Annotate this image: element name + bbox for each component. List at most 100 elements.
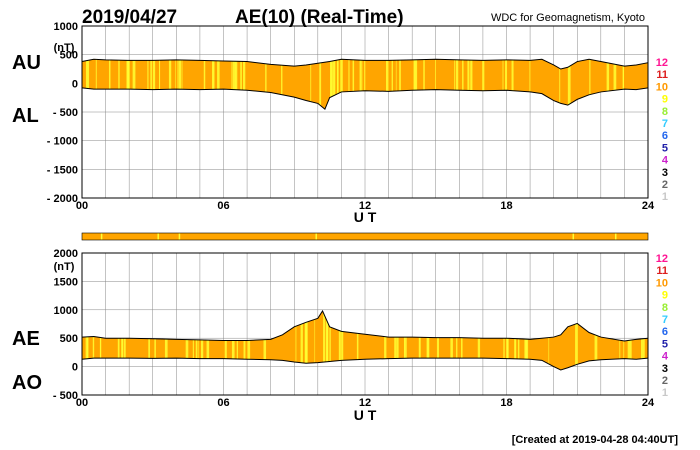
ae-ao-yellow-stripe xyxy=(623,310,625,371)
au-al-y-tick-label: 1000 xyxy=(54,21,78,33)
au-al-yellow-stripe xyxy=(212,59,214,110)
ae-ao-y-tick-label: 2000 xyxy=(54,248,78,260)
ae-ao-yellow-stripe xyxy=(185,310,189,371)
ae-ao-yellow-stripe xyxy=(456,310,458,371)
ae-ao-yellow-stripe xyxy=(247,310,251,371)
ae-ao-x-tick-label: 00 xyxy=(76,397,88,409)
ao-label: AO xyxy=(12,372,42,394)
ae-ao-yellow-stripe xyxy=(236,310,238,371)
ae-ao-yellow-stripe xyxy=(575,310,578,371)
au-al-yellow-stripe xyxy=(361,59,363,110)
ae-ao-y-tick-label: 1500 xyxy=(54,276,78,288)
source-credit: WDC for Geomagnetism, Kyoto xyxy=(491,12,645,24)
station-strip-mark xyxy=(178,233,181,240)
ae-ao-unit-label: (nT) xyxy=(54,261,75,273)
au-al-yellow-stripe xyxy=(334,59,336,110)
ae-ao-yellow-stripe xyxy=(100,310,102,371)
au-al-yellow-stripe xyxy=(462,59,464,110)
ae-ao-x-tick-label: 06 xyxy=(217,397,229,409)
ae-ao-yellow-stripe xyxy=(243,310,246,371)
station-legend-label: 4 xyxy=(662,155,669,167)
au-al-yellow-stripe xyxy=(482,59,485,110)
date-title: 2019/04/27 xyxy=(82,7,177,28)
ae-ao-yellow-stripe xyxy=(426,310,429,371)
station-legend-label: 2 xyxy=(662,179,668,191)
ae-ao-grid xyxy=(82,252,648,396)
station-legend-label: 12 xyxy=(656,57,668,69)
ae-ao-yellow-stripe xyxy=(338,310,341,371)
station-legend-label: 11 xyxy=(656,265,668,277)
au-al-yellow-stripe xyxy=(118,59,120,110)
ae-ao-yellow-stripe xyxy=(86,310,89,371)
au-al-frame xyxy=(81,25,649,199)
ae-ao-y-ticks: 2000 1500 1000 500 0 - 500 xyxy=(53,248,78,402)
series-au-line xyxy=(81,58,649,70)
au-al-yellow-stripe xyxy=(529,59,531,110)
ae-ao-yellow-stripe xyxy=(121,310,123,371)
ae-ao-yellow-stripe xyxy=(197,310,199,371)
au-al-yellow-stripe xyxy=(242,59,246,110)
au-al-yellow-stripe xyxy=(606,59,610,110)
station-legend-label: 7 xyxy=(662,314,668,326)
au-al-yellow-stripe xyxy=(386,59,389,110)
ae-ao-yellow-stripe xyxy=(517,310,520,371)
au-al-y-tick-label: - 1000 xyxy=(47,136,78,148)
ae-ao-x-axis-label: U T xyxy=(354,407,377,423)
au-al-yellow-stripe xyxy=(330,59,333,110)
ae-ao-yellow-stripe xyxy=(403,310,405,371)
station-legend-label: 6 xyxy=(662,326,668,338)
station-legend-label: 1 xyxy=(662,387,668,399)
chart-title: AE(10) (Real-Time) xyxy=(235,7,404,28)
station-legend-label: 8 xyxy=(662,302,668,314)
au-al-yellow-stripe xyxy=(559,59,561,110)
station-legend-label: 4 xyxy=(662,351,669,363)
ae-ao-yellow-stripe xyxy=(525,310,529,371)
ae-ao-yellow-stripe xyxy=(515,310,517,371)
station-legend-label: 7 xyxy=(662,118,668,130)
ae-ao-yellow-stripe xyxy=(436,310,440,371)
station-strip-mark xyxy=(315,233,317,240)
ae-ao-yellow-stripe xyxy=(628,310,632,371)
au-al-yellow-stripe xyxy=(168,59,172,110)
au-al-area xyxy=(81,58,649,110)
ae-ao-yellow-stripe xyxy=(461,310,463,371)
au-al-x-ticks: 00 06 12 18 24 xyxy=(76,200,655,212)
au-al-yellow-stripe xyxy=(319,59,322,110)
ae-ao-yellow-stripe xyxy=(123,310,126,371)
ae-ao-x-tick-label: 24 xyxy=(642,397,655,409)
station-legend-label: 5 xyxy=(662,338,668,350)
au-al-yellow-stripe xyxy=(235,59,238,110)
au-al-yellow-stripe xyxy=(423,59,425,110)
au-al-yellow-stripe xyxy=(435,59,436,110)
au-al-x-tick-label: 24 xyxy=(642,200,655,212)
ae-ao-y-tick-label: - 500 xyxy=(53,390,78,402)
au-al-yellow-stripe xyxy=(178,59,182,110)
ae-ao-yellow-stripe xyxy=(419,310,421,371)
al-label: AL xyxy=(12,105,39,127)
au-al-y-ticks: 1000 500 0 - 500 - 1000 - 1500 - 2000 xyxy=(47,21,78,205)
ae-ao-yellow-stripe xyxy=(450,310,453,371)
ae-ao-yellow-stripe xyxy=(314,310,316,371)
au-al-x-tick-label: 06 xyxy=(217,200,229,212)
au-al-yellow-stripe xyxy=(470,59,473,110)
station-legend-label: 9 xyxy=(662,290,668,302)
au-al-yellow-stripe xyxy=(132,59,136,110)
au-al-yellow-stripe xyxy=(150,59,152,110)
au-al-yellow-stripe xyxy=(415,59,418,110)
ae-ao-yellow-stripe xyxy=(148,310,151,371)
au-al-yellow-stripe xyxy=(240,59,242,110)
au-al-grid xyxy=(82,25,648,199)
ae-ao-yellow-stripe xyxy=(85,310,89,371)
station-strip-mark xyxy=(614,233,617,240)
ae-ao-yellow-stripe xyxy=(340,310,342,371)
station-legend-label: 3 xyxy=(662,167,668,179)
au-al-y-tick-label: 0 xyxy=(72,78,78,90)
ae-ao-x-tick-label: 18 xyxy=(500,397,512,409)
au-al-yellow-stripes xyxy=(85,59,624,110)
au-al-yellow-stripe xyxy=(455,59,459,110)
station-legend-label: 10 xyxy=(656,81,668,93)
au-al-yellow-stripe xyxy=(158,59,161,110)
au-al-yellow-stripe xyxy=(391,59,393,110)
au-al-yellow-stripe xyxy=(364,59,366,110)
station-strip xyxy=(81,232,649,241)
